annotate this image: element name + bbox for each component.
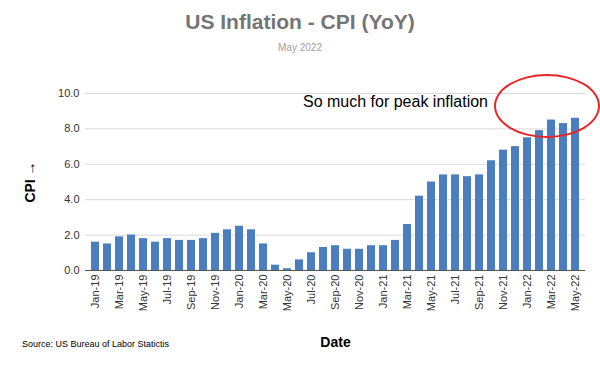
svg-text:May-20: May-20 bbox=[281, 275, 293, 312]
svg-text:May-22: May-22 bbox=[569, 275, 581, 312]
svg-text:Jul-19: Jul-19 bbox=[161, 275, 173, 305]
svg-text:Nov-19: Nov-19 bbox=[209, 275, 221, 310]
html-text:May 2022: May 2022 bbox=[278, 42, 322, 53]
svg-text:0.0: 0.0 bbox=[64, 264, 79, 276]
svg-text:Sep-20: Sep-20 bbox=[329, 275, 341, 310]
svg-text:Mar-21: Mar-21 bbox=[401, 275, 413, 310]
svg-text:8.0: 8.0 bbox=[64, 122, 79, 134]
svg-text:Sep-21: Sep-21 bbox=[473, 275, 485, 310]
svg-text:May-19: May-19 bbox=[137, 275, 149, 312]
svg-text:Jan-19: Jan-19 bbox=[89, 275, 101, 309]
svg-text:Jan-21: Jan-21 bbox=[377, 275, 389, 309]
svg-text:Jan-22: Jan-22 bbox=[521, 275, 533, 309]
svg-text:CPI →: CPI → bbox=[22, 161, 38, 202]
svg-text:Sep-19: Sep-19 bbox=[185, 275, 197, 310]
svg-text:Jul-20: Jul-20 bbox=[305, 275, 317, 305]
html-text:US Inflation - CPI (YoY): US Inflation - CPI (YoY) bbox=[185, 10, 415, 33]
svg-text:Mar-20: Mar-20 bbox=[257, 275, 269, 310]
svg-text:4.0: 4.0 bbox=[64, 193, 79, 205]
svg-text:6.0: 6.0 bbox=[64, 158, 79, 170]
svg-text:Mar-22: Mar-22 bbox=[545, 275, 557, 310]
html-text:So much for peak inflation: So much for peak inflation bbox=[303, 93, 488, 110]
svg-text:Date: Date bbox=[320, 334, 351, 350]
svg-text:10.0: 10.0 bbox=[58, 87, 79, 99]
svg-text:May-21: May-21 bbox=[425, 275, 437, 312]
svg-text:Jul-21: Jul-21 bbox=[449, 275, 461, 305]
svg-text:Mar-19: Mar-19 bbox=[113, 275, 125, 310]
svg-text:Nov-21: Nov-21 bbox=[497, 275, 509, 310]
html-text:Source: US Bureau of Labor Sta: Source: US Bureau of Labor Statictis bbox=[22, 339, 170, 349]
svg-text:Jan-20: Jan-20 bbox=[233, 275, 245, 309]
svg-text:2.0: 2.0 bbox=[64, 229, 79, 241]
svg-text:Nov-20: Nov-20 bbox=[353, 275, 365, 310]
